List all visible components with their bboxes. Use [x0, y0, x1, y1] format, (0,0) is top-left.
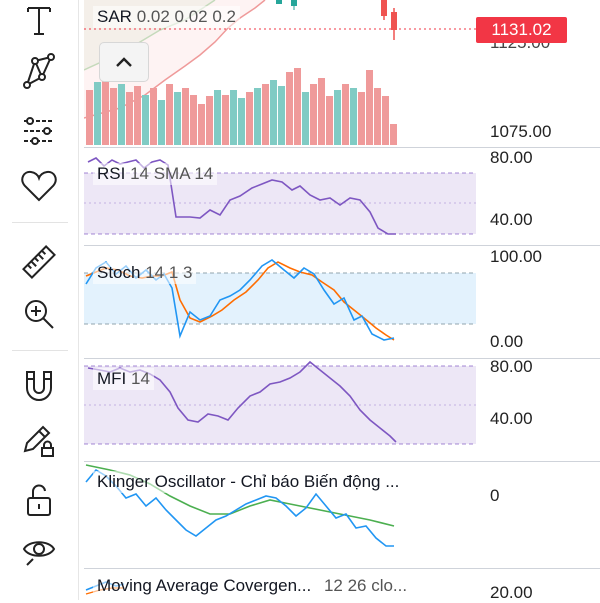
- pattern-tool-icon[interactable]: [14, 51, 64, 91]
- magnet-icon[interactable]: [14, 366, 64, 406]
- toolbar-divider: [12, 350, 68, 351]
- pane-divider[interactable]: [84, 568, 600, 569]
- sar-legend-name: SAR: [97, 7, 132, 26]
- macd-legend-name: Moving Average Covergen...: [97, 576, 312, 595]
- collapse-legend-button[interactable]: [99, 42, 149, 82]
- stoch-legend[interactable]: Stoch 14 1 3: [93, 262, 197, 284]
- mfi-axis-label: 80.00: [490, 357, 533, 376]
- klinger-line: [85, 468, 394, 547]
- stoch-pane: [84, 259, 476, 341]
- favorites-heart-icon[interactable]: [14, 166, 64, 206]
- rsi-axis-label: 80.00: [490, 148, 533, 167]
- mfi-legend-params: 14: [131, 369, 150, 388]
- mfi-axis-label: 40.00: [490, 409, 533, 428]
- klinger-axis-label: 0: [490, 486, 500, 505]
- stoch-legend-params: 14 1 3: [145, 263, 193, 282]
- chart-canvas[interactable]: [84, 0, 600, 600]
- pane-divider[interactable]: [84, 147, 600, 148]
- text-tool-icon[interactable]: [14, 0, 64, 40]
- macd-legend[interactable]: Moving Average Covergen... 12 26 clo...: [93, 575, 412, 597]
- macd-legend-params: 12 26 clo...: [323, 576, 408, 595]
- pane-divider[interactable]: [84, 245, 600, 246]
- sar-legend[interactable]: SAR 0.02 0.02 0.2: [93, 6, 240, 28]
- stoch-legend-name: Stoch: [97, 263, 141, 282]
- main-price-pane: [84, 0, 476, 145]
- pane-divider[interactable]: [84, 461, 600, 462]
- rsi-line: [87, 157, 396, 235]
- pane-divider[interactable]: [84, 358, 600, 359]
- stoch-axis-label: 0.00: [490, 332, 524, 351]
- mfi-legend[interactable]: MFI 14: [93, 368, 154, 390]
- macd-axis-label: 20.00: [490, 583, 533, 602]
- price-axis-label: 1075.00: [490, 122, 552, 141]
- price-candles: [276, 0, 397, 40]
- zoom-in-icon[interactable]: [14, 294, 64, 334]
- prediction-tool-icon[interactable]: [14, 111, 64, 151]
- unlock-icon[interactable]: [14, 481, 64, 521]
- last-price-badge: 1131.02: [476, 17, 567, 43]
- ruler-icon[interactable]: [14, 242, 64, 282]
- klinger-legend-name: Klinger Oscillator - Chỉ báo Biến động .…: [97, 472, 400, 491]
- toolbar-divider: [12, 222, 68, 223]
- eye-hide-icon[interactable]: [14, 530, 64, 570]
- rsi-legend[interactable]: RSI 14 SMA 14: [93, 163, 218, 185]
- mfi-legend-name: MFI: [97, 369, 127, 388]
- rsi-legend-name: RSI: [97, 164, 126, 183]
- sar-legend-params: 0.02 0.02 0.2: [136, 7, 236, 26]
- rsi-legend-params: 14 SMA 14: [130, 164, 214, 183]
- stoch-axis-label: 100.00: [490, 247, 542, 266]
- volume-bars: [86, 68, 397, 145]
- drawing-toolbar: [0, 0, 79, 600]
- rsi-axis-label: 40.00: [490, 210, 533, 229]
- klinger-legend[interactable]: Klinger Oscillator - Chỉ báo Biến động .…: [93, 471, 404, 493]
- lock-drawing-pencil-icon[interactable]: [14, 421, 64, 461]
- chevron-up-icon: [116, 57, 132, 67]
